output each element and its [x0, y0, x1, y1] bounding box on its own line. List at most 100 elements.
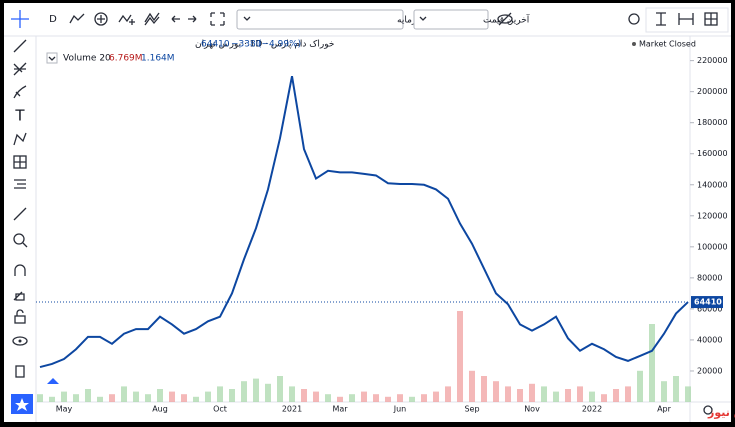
volume-bar: [265, 383, 271, 402]
prediction-tool[interactable]: [13, 155, 27, 169]
zoom-tool[interactable]: [13, 233, 28, 248]
text-tool-button[interactable]: [656, 12, 666, 26]
last-price-box: [691, 296, 723, 309]
trendline-tool[interactable]: [13, 39, 27, 53]
volume-bar: [325, 394, 331, 402]
volume-bar: [217, 386, 223, 402]
volume-bar: [565, 389, 571, 402]
volume-bar: [121, 386, 127, 402]
volume-bar: [685, 386, 691, 402]
volume-bar: [49, 396, 55, 402]
volume-bar: [37, 394, 43, 402]
volume-bar: [349, 394, 355, 402]
x-tick-label: Mar: [332, 405, 348, 414]
dropdown-arrow: [419, 16, 427, 21]
volume-bar: [145, 394, 151, 402]
volume-bar: [361, 391, 367, 402]
remove-tool[interactable]: [15, 365, 25, 378]
volume-bar: [97, 396, 103, 402]
volume-bar: [493, 381, 499, 402]
hide-button[interactable]: [497, 12, 513, 26]
x-tick-label: Apr: [657, 405, 672, 414]
volume-bar: [169, 391, 175, 402]
settings-button[interactable]: [628, 13, 640, 25]
volume-bar: [397, 394, 403, 402]
y-tick-label: 20000: [697, 366, 722, 375]
indicators-button[interactable]: [118, 14, 135, 25]
volume-bar: [625, 386, 631, 402]
templates-button[interactable]: [144, 12, 160, 26]
timezone-button[interactable]: [703, 405, 713, 415]
volume-bar: [73, 394, 79, 402]
volume-bar: [649, 324, 655, 402]
magnet-tool[interactable]: [14, 264, 26, 276]
x-tick-label: Nov: [524, 405, 540, 414]
volume-bar: [433, 391, 439, 402]
fullscreen-button[interactable]: [210, 12, 225, 26]
text-tool[interactable]: T: [14, 107, 25, 125]
compare-button[interactable]: [94, 12, 108, 26]
price-line: [39, 75, 689, 369]
ruler-tool[interactable]: [13, 207, 27, 221]
volume-bar: [661, 381, 667, 402]
volume-bar: [553, 391, 559, 402]
dropdown-arrow: [243, 16, 251, 21]
icons-tool[interactable]: [14, 179, 26, 189]
star-icon: [15, 398, 29, 411]
volume-bar: [517, 389, 523, 402]
last-price: 64410: [201, 40, 230, 50]
lock-drawing-tool[interactable]: [13, 291, 25, 301]
x-tick-label: Oct: [213, 405, 227, 414]
volume-bar: [601, 394, 607, 402]
pattern-tool[interactable]: [13, 132, 27, 146]
volume-bar: [673, 376, 679, 402]
fib-tool[interactable]: [13, 62, 27, 76]
interval-button[interactable]: D: [49, 14, 57, 25]
watermark: بورس نیوز: [707, 406, 735, 419]
volume-bar: [181, 394, 187, 402]
volume-bar: [385, 396, 391, 402]
volume-bar: [409, 396, 415, 402]
y-tick-label: 220000: [697, 56, 728, 65]
price-change: −3380: [231, 40, 262, 50]
volume-bar: [577, 386, 583, 402]
market-status: Market Closed: [639, 40, 696, 49]
volume-bar: [85, 389, 91, 402]
volume-bar: [205, 391, 211, 402]
x-tick-label: Aug: [152, 405, 168, 414]
volume-bar: [229, 389, 235, 402]
volume-bar: [61, 391, 67, 402]
volume-bar: [457, 311, 463, 402]
chart-type-button[interactable]: [69, 13, 85, 24]
collapse-button[interactable]: [46, 52, 58, 64]
measure-tool-button[interactable]: [678, 13, 694, 25]
y-tick-label: 180000: [697, 118, 728, 127]
undo-button[interactable]: [171, 15, 180, 23]
y-tick-label: 100000: [697, 242, 728, 251]
lock-tool[interactable]: [14, 309, 26, 324]
volume-bar: [157, 389, 163, 402]
price-menu-label: آخرین قیمت: [483, 14, 530, 26]
x-tick-label: 2021: [282, 405, 302, 414]
y-tick-label: 80000: [697, 273, 722, 282]
crosshair-tool[interactable]: [11, 10, 29, 28]
volume-bar: [481, 376, 487, 402]
y-tick-label: 40000: [697, 335, 722, 344]
x-tick-label: 2022: [582, 405, 602, 414]
volume-bar: [133, 391, 139, 402]
y-tick-label: 160000: [697, 149, 728, 158]
volume-bar: [613, 389, 619, 402]
redo-button[interactable]: [188, 15, 197, 23]
layout-button[interactable]: [704, 12, 718, 26]
volume-bar: [505, 386, 511, 402]
brush-tool[interactable]: [13, 85, 27, 99]
volume-name: Volume 20: [63, 54, 111, 64]
price-dropdown[interactable]: [413, 9, 489, 30]
drawing-tools-panel: [645, 7, 729, 33]
volume-value: 6.769M: [109, 54, 143, 64]
x-tick-label: Jun: [393, 405, 407, 414]
indicators-dropdown[interactable]: [236, 9, 404, 30]
y-tick-label: 60000: [697, 304, 722, 313]
visibility-tool[interactable]: [12, 336, 28, 346]
